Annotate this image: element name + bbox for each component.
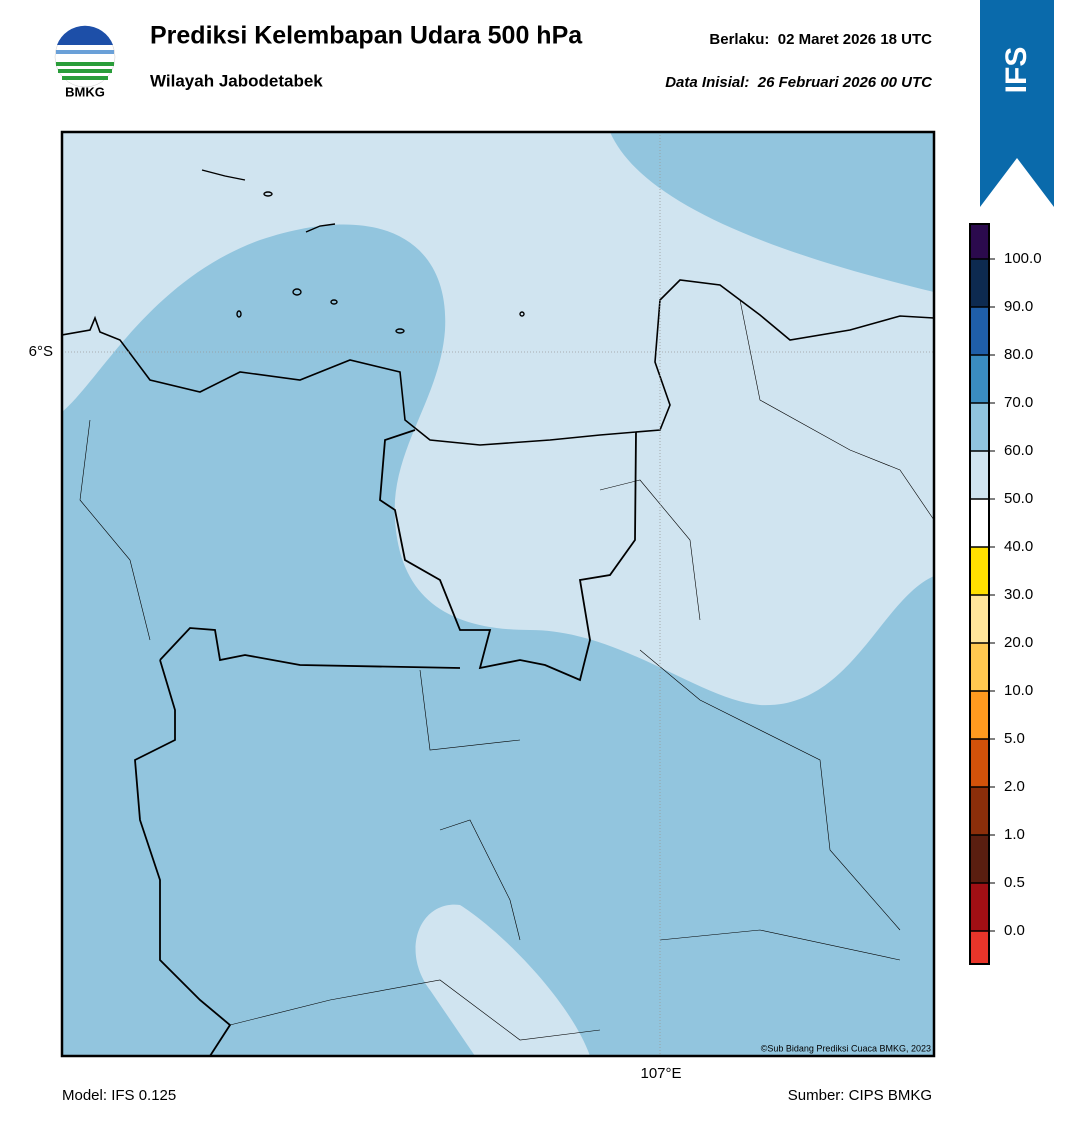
- colorbar-segment: [970, 643, 989, 691]
- badge: [980, 0, 1054, 207]
- title: Prediksi Kelembapan Udara 500 hPa: [150, 22, 583, 50]
- colorbar-label: 0.5: [1004, 874, 1025, 891]
- colorbar-label: 30.0: [1004, 586, 1033, 603]
- credit: ©Sub Bidang Prediksi Cuaca BMKG, 2023: [761, 1043, 931, 1053]
- colorbar-segment: [970, 355, 989, 403]
- footer-model: Model: IFS 0.125: [62, 1087, 176, 1104]
- colorbar-segment: [970, 787, 989, 835]
- colorbar-segment: [970, 307, 989, 355]
- colorbar-segment: [970, 835, 989, 883]
- lat-label: 6°S: [29, 343, 53, 360]
- colorbar-label: 100.0: [1004, 250, 1042, 267]
- colorbar-segment: [970, 224, 989, 259]
- logo: BMKG: [54, 25, 116, 99]
- colorbar: 100.0 90.0 80.0 70.0 60.0 50.0 40.0 30.0 20.0 10.…: [969, 223, 1042, 965]
- colorbar-segment: [970, 547, 989, 595]
- colorbar-segment: [970, 883, 989, 931]
- init-time: Data Inisial: 26 Februari 2026 00 UTC: [665, 74, 933, 91]
- colorbar-segment: [970, 499, 989, 547]
- footer-source: Sumber: CIPS BMKG: [788, 1087, 932, 1104]
- colorbar-segment: [970, 595, 989, 643]
- colorbar-segment: [970, 259, 989, 307]
- colorbar-frame: [969, 223, 990, 965]
- colorbar-label: 2.0: [1004, 778, 1025, 795]
- colorbar-label: 1.0: [1004, 826, 1025, 843]
- colorbar-segment: [970, 739, 989, 787]
- logo-text: BMKG: [65, 84, 105, 99]
- colorbar-label: 40.0: [1004, 538, 1033, 555]
- colorbar-label: 80.0: [1004, 346, 1033, 363]
- colorbar-label: 0.0: [1004, 922, 1025, 939]
- colorbar-segment: [970, 451, 989, 499]
- lon-label: 107°E: [640, 1065, 681, 1082]
- colorbar-label: 60.0: [1004, 442, 1033, 459]
- colorbar-label: 20.0: [1004, 634, 1033, 651]
- colorbar-label: 10.0: [1004, 682, 1033, 699]
- valid-time: Berlaku: 02 Maret 2026 18 UTC: [709, 31, 932, 48]
- colorbar-label: 5.0: [1004, 730, 1025, 747]
- colorbar-label: 50.0: [1004, 490, 1033, 507]
- map: ©Sub Bidang Prediksi Cuaca BMKG, 2023: [60, 130, 936, 1058]
- colorbar-segment: [970, 403, 989, 451]
- colorbar-segment: [970, 691, 989, 739]
- colorbar-segment: [970, 931, 989, 964]
- colorbar-label: 70.0: [1004, 394, 1033, 411]
- subtitle: Wilayah Jabodetabek: [150, 71, 323, 90]
- colorbar-label: 90.0: [1004, 298, 1033, 315]
- badge-text: IFS: [1000, 47, 1033, 94]
